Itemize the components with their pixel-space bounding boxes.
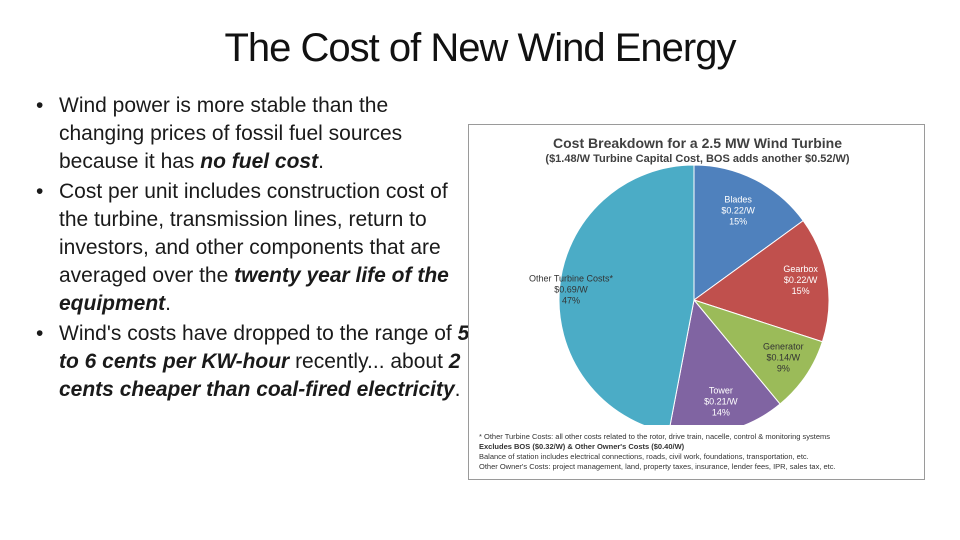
- slice-label-name: Blades: [724, 194, 752, 204]
- slice-label-percent: 9%: [777, 364, 790, 374]
- slice-label-value: $0.69/W: [554, 285, 588, 295]
- pie-slice-tower: [669, 298, 781, 425]
- slice-label-name: Tower: [709, 386, 733, 396]
- bullet-item: • Cost per unit includes construction cos…: [36, 178, 476, 318]
- pie-slice-other-turbine-costs: [558, 164, 695, 425]
- chart-subtitle: ($1.48/W Turbine Capital Cost, BOS adds …: [545, 153, 850, 165]
- slice-label-name: Gearbox: [783, 264, 818, 274]
- pie-slice-gearbox: [692, 219, 830, 343]
- slice-label-name: Generator: [763, 342, 804, 352]
- bullet-dot: •: [36, 322, 44, 345]
- slice-label-percent: 47%: [562, 296, 580, 306]
- bullet-dot: •: [36, 180, 44, 203]
- slice-label-name: Other Turbine Costs*: [529, 274, 614, 284]
- slice-label-percent: 15%: [792, 286, 810, 296]
- slice-label-percent: 15%: [729, 216, 747, 226]
- bullet-item: • Wind's costs have dropped to the range …: [36, 320, 476, 404]
- footnote-line: * Other Turbine Costs: all other costs r…: [479, 432, 830, 441]
- slice-label-value: $0.14/W: [767, 353, 801, 363]
- chart-footnotes: * Other Turbine Costs: all other costs r…: [479, 432, 919, 472]
- footnote-line: Other Owner's Costs: project management,…: [479, 462, 836, 471]
- slice-label-value: $0.22/W: [721, 205, 755, 215]
- footnote-line: Excludes BOS ($0.32/W) & Other Owner's C…: [479, 442, 685, 451]
- slice-label-value: $0.21/W: [704, 397, 738, 407]
- bullet-text: Wind power is more stable than the chang…: [59, 94, 403, 173]
- footnote-line: Balance of station includes electrical c…: [479, 452, 809, 461]
- slice-label-value: $0.22/W: [784, 275, 818, 285]
- chart-title: Cost Breakdown for a 2.5 MW Wind Turbine: [553, 135, 842, 151]
- bullet-text: Wind's costs have dropped to the range o…: [59, 322, 470, 401]
- bullet-list: • Wind power is more stable than the chan…: [36, 92, 476, 406]
- pie-slice-blades: [693, 164, 804, 301]
- pie-chart: Blades$0.22/W15%Gearbox$0.22/W15%Generat…: [529, 164, 830, 425]
- bullet-item: • Wind power is more stable than the chan…: [36, 92, 476, 176]
- bullet-dot: •: [36, 94, 44, 117]
- slice-label-percent: 14%: [712, 408, 730, 418]
- bullet-text: Cost per unit includes construction cost…: [59, 180, 449, 315]
- slide-title: The Cost of New Wind Energy: [224, 26, 737, 70]
- pie-chart-panel: Cost Breakdown for a 2.5 MW Wind Turbine…: [468, 124, 925, 480]
